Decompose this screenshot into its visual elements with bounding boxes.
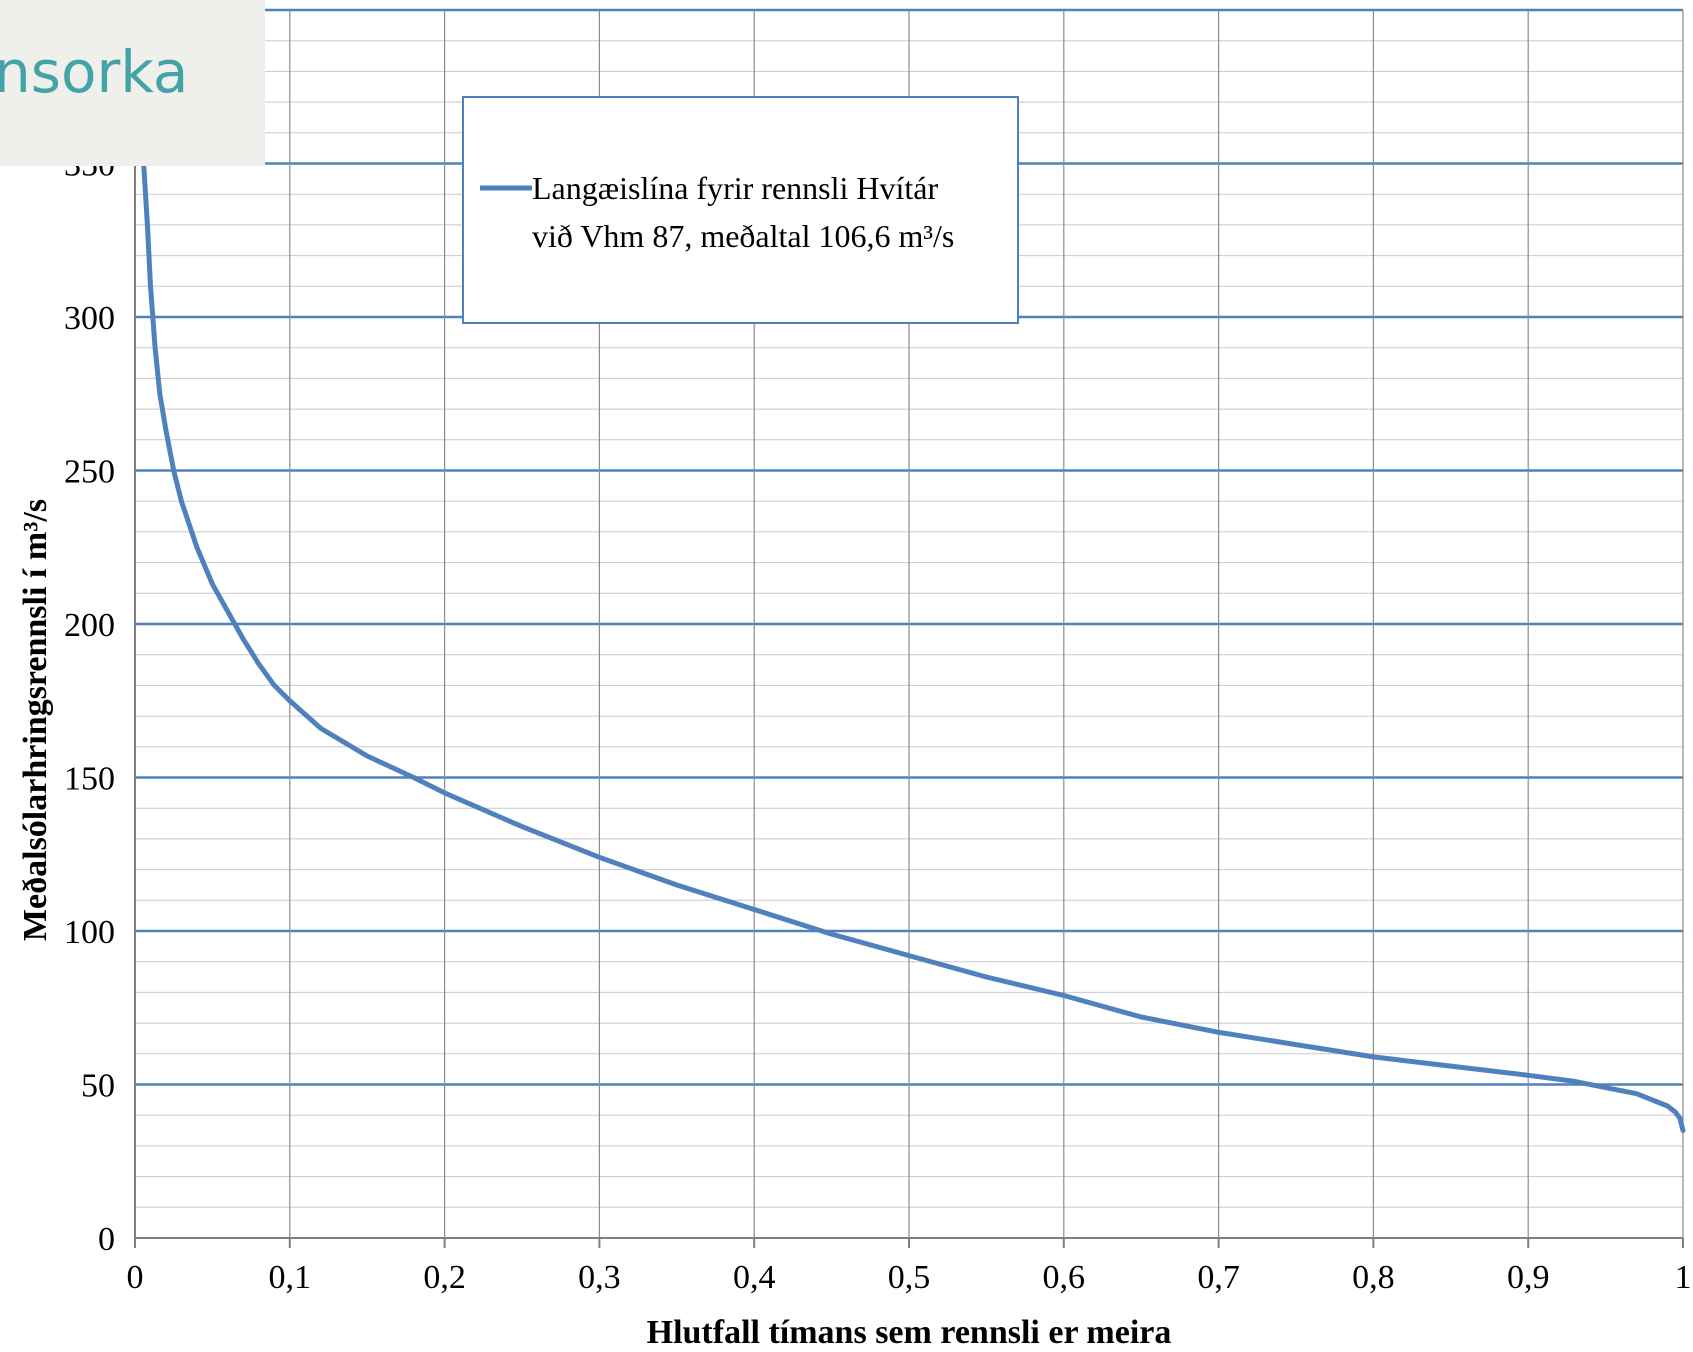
x-tick-label: 0,7: [1197, 1259, 1240, 1296]
x-tick-label: 0,8: [1352, 1259, 1395, 1296]
legend: Langæislína fyrir rennsli Hvítár við Vhm…: [462, 96, 1019, 324]
x-tick-label: 0,3: [578, 1259, 621, 1296]
x-tick-labels: 0 0,1 0,2 0,3 0,4 0,5 0,6 0,7 0,8 0,9 1: [127, 1259, 1692, 1296]
logo-background: [0, 0, 265, 166]
x-tick-label: 0,2: [423, 1259, 466, 1296]
x-ticks: [134, 1238, 1684, 1248]
x-tick-label: 0,1: [269, 1259, 312, 1296]
x-tick-label: 0,6: [1043, 1259, 1086, 1296]
y-tick-label: 100: [64, 914, 115, 951]
y-tick-label: 200: [64, 607, 115, 644]
y-tick-label: 150: [64, 761, 115, 798]
x-tick-label: 0,4: [733, 1259, 776, 1296]
y-axis-title: Meðalsólarhringsrennsli í m³/s: [17, 499, 54, 941]
x-tick-label: 1: [1675, 1259, 1692, 1296]
series-line: [140, 145, 1686, 1133]
legend-box: [462, 96, 1019, 324]
logo: nsorka: [0, 0, 265, 166]
x-tick-label: 0: [127, 1259, 144, 1296]
y-tick-label: 300: [64, 300, 115, 337]
legend-label-line-2: við Vhm 87, meðaltal 106,6 m³/s: [532, 218, 954, 254]
y-tick-label: 250: [64, 454, 115, 491]
y-tick-labels: 050100150200250300350: [64, 147, 115, 1259]
legend-label-line-1: Langæislína fyrir rennsli Hvítár: [532, 170, 938, 206]
x-tick-label: 0,5: [888, 1259, 931, 1296]
y-tick-label: 0: [98, 1221, 115, 1258]
logo-text: nsorka: [0, 38, 188, 106]
x-axis-title: Hlutfall tímans sem rennsli er meira: [647, 1314, 1172, 1351]
x-tick-label: 0,9: [1507, 1259, 1550, 1296]
y-tick-label: 50: [81, 1068, 115, 1105]
